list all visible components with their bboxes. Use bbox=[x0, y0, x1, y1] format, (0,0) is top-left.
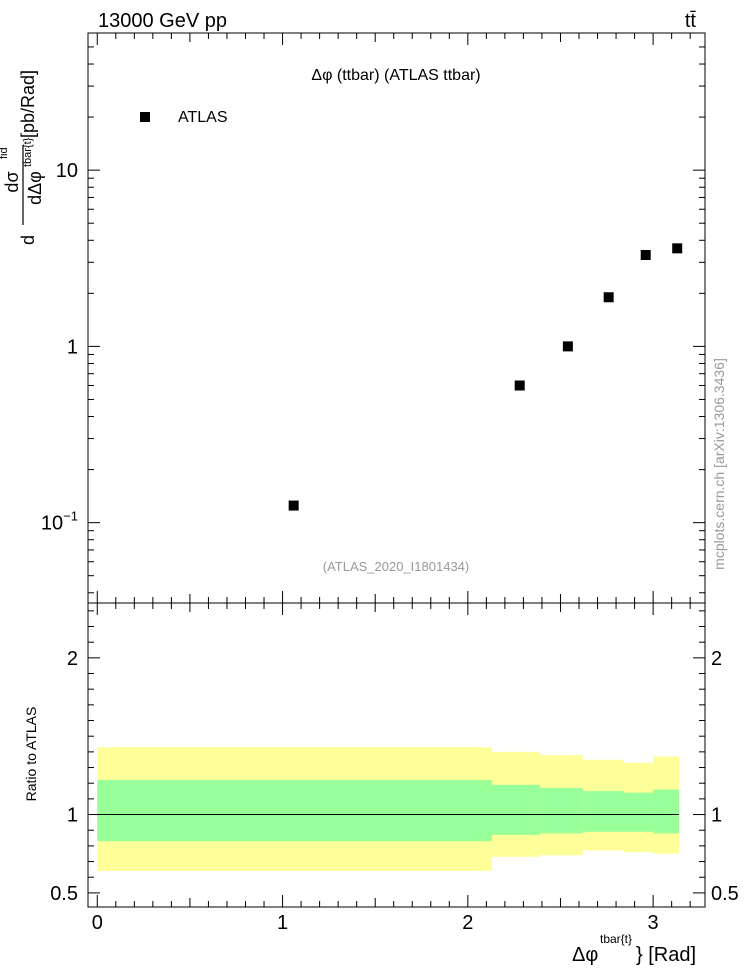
ratio-y-tick-label-left: 0.5 bbox=[50, 883, 78, 905]
plot-title: Δφ (ttbar) (ATLAS ttbar) bbox=[311, 67, 480, 84]
ratio-y-axis-label: Ratio to ATLAS bbox=[23, 707, 39, 802]
x-tick-label: 3 bbox=[648, 912, 659, 934]
main-panel: Δφ (ttbar) (ATLAS ttbar) (ATLAS_2020_I18… bbox=[0, 32, 706, 604]
ratio-y-tick-label-right: 1 bbox=[711, 805, 722, 827]
y-label-denominator-sup: tbar{t} bbox=[22, 137, 34, 167]
ratio-y-tick-label-left: 2 bbox=[67, 648, 78, 670]
analysis-id-label: (ATLAS_2020_I1801434) bbox=[323, 559, 469, 574]
y-axis-label-main: d dσ fid dΔφ tbar{t} [pb/Rad] bbox=[0, 70, 45, 245]
data-point-atlas bbox=[562, 341, 573, 352]
legend-label-atlas: ATLAS bbox=[178, 109, 228, 126]
ratio-y-tick-label-right: 0.5 bbox=[711, 883, 739, 905]
y-label-denominator: dΔφ bbox=[25, 171, 45, 205]
x-label-tail: } [Rad] bbox=[636, 944, 696, 966]
y-tick-label-main: 10−1 bbox=[41, 509, 78, 535]
process-label: tt̄ bbox=[685, 10, 697, 32]
data-point-atlas bbox=[514, 380, 525, 391]
y-label-d: d bbox=[18, 235, 38, 245]
data-point-atlas bbox=[672, 243, 683, 254]
band-stat-bin-0 bbox=[97, 780, 492, 842]
ratio-panel: Ratio to ATLAS 0 1 2 3 0.5 0.5 1 1 2 2 bbox=[23, 602, 739, 934]
y-label-numerator: dσ bbox=[2, 171, 22, 192]
ratio-y-tick-label-left: 1 bbox=[67, 805, 78, 827]
x-label-sup: tbar{t} bbox=[600, 932, 632, 946]
x-tick-label: 1 bbox=[277, 912, 288, 934]
data-point-atlas bbox=[640, 250, 651, 261]
x-tick-label: 2 bbox=[462, 912, 473, 934]
ratio-y-tick-label-right: 2 bbox=[711, 648, 722, 670]
y-label-unit: [pb/Rad] bbox=[18, 70, 38, 138]
mcplots-source-label: mcplots.cern.ch [arXiv:1306.3436] bbox=[711, 358, 727, 570]
band-stat-bin-3 bbox=[582, 791, 624, 832]
energy-label: 13000 GeV pp bbox=[98, 10, 227, 32]
ratio-frame bbox=[87, 602, 706, 908]
y-tick-label-main: 10 bbox=[56, 160, 78, 182]
y-tick-label-main: 1 bbox=[67, 336, 78, 358]
legend-marker-atlas bbox=[140, 112, 150, 122]
band-stat-bin-2 bbox=[540, 787, 583, 834]
x-axis-label: Δφ tbar{t} } [Rad] bbox=[572, 932, 696, 966]
x-tick-label: 0 bbox=[92, 912, 103, 934]
data-point-atlas bbox=[603, 292, 614, 303]
y-label-numerator-sup: fid bbox=[0, 147, 10, 159]
data-point-atlas bbox=[288, 500, 299, 511]
x-label-main: Δφ bbox=[572, 944, 598, 966]
band-stat-bin-1 bbox=[491, 784, 541, 835]
band-stat-bin-4 bbox=[623, 792, 654, 832]
band-stat-bin-5 bbox=[653, 789, 680, 834]
